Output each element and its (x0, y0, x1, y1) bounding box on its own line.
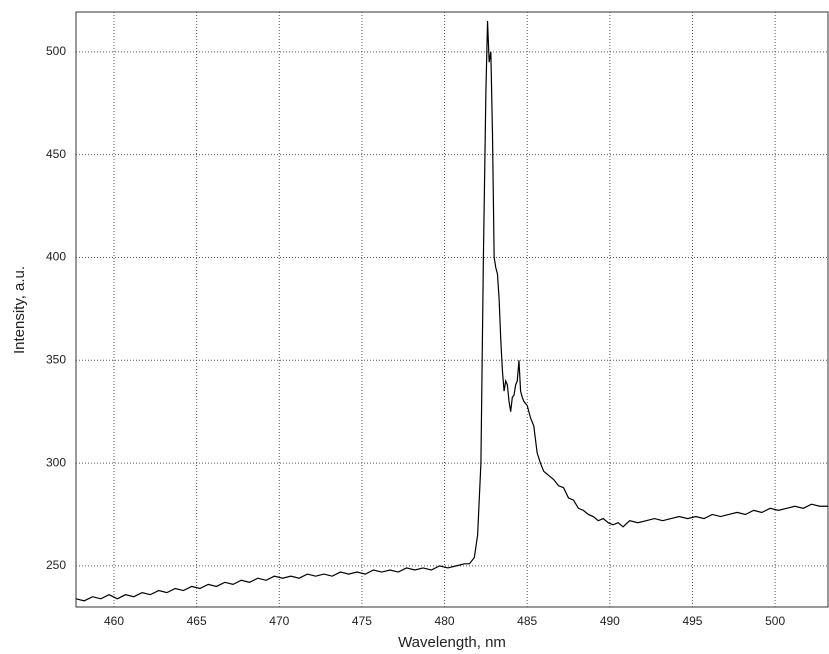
plot-area (75, 11, 829, 608)
y-tick-label: 350 (46, 352, 66, 366)
x-axis-label: Wavelength, nm (398, 634, 506, 651)
y-tick-label: 450 (46, 147, 66, 161)
x-tick-label: 470 (269, 614, 289, 628)
y-tick-label: 400 (46, 250, 66, 264)
x-tick-label: 460 (104, 614, 124, 628)
y-tick-label: 500 (46, 44, 66, 58)
x-tick-label: 490 (600, 614, 620, 628)
spectrum-line (75, 21, 828, 602)
x-tick-label: 485 (517, 614, 537, 628)
x-tick-label: 475 (352, 614, 372, 628)
x-tick-label: 500 (765, 614, 785, 628)
y-tick-label: 300 (46, 455, 66, 469)
x-tick-label: 480 (435, 614, 455, 628)
x-tick-label: 465 (187, 614, 207, 628)
y-tick-label: 250 (46, 558, 66, 572)
y-axis-label: Intensity, a.u. (11, 266, 28, 354)
x-tick-label: 495 (682, 614, 702, 628)
